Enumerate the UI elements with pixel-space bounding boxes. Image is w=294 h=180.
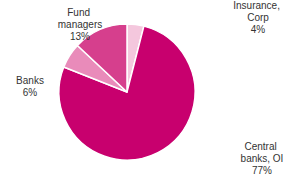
svg-text:Banks: Banks — [16, 75, 44, 86]
svg-text:Fund: Fund — [67, 7, 93, 18]
svg-text:banks, OI: banks, OI — [241, 153, 284, 164]
svg-text:Central: Central — [244, 141, 279, 152]
svg-text:managers: managers — [58, 19, 102, 30]
svg-text:4%: 4% — [251, 24, 266, 35]
svg-text:77%: 77% — [252, 165, 272, 176]
svg-text:Corp: Corp — [247, 12, 269, 23]
svg-text:6%: 6% — [23, 87, 38, 98]
svg-text:13%: 13% — [70, 31, 90, 42]
svg-text:Insurance,: Insurance, — [233, 0, 282, 11]
